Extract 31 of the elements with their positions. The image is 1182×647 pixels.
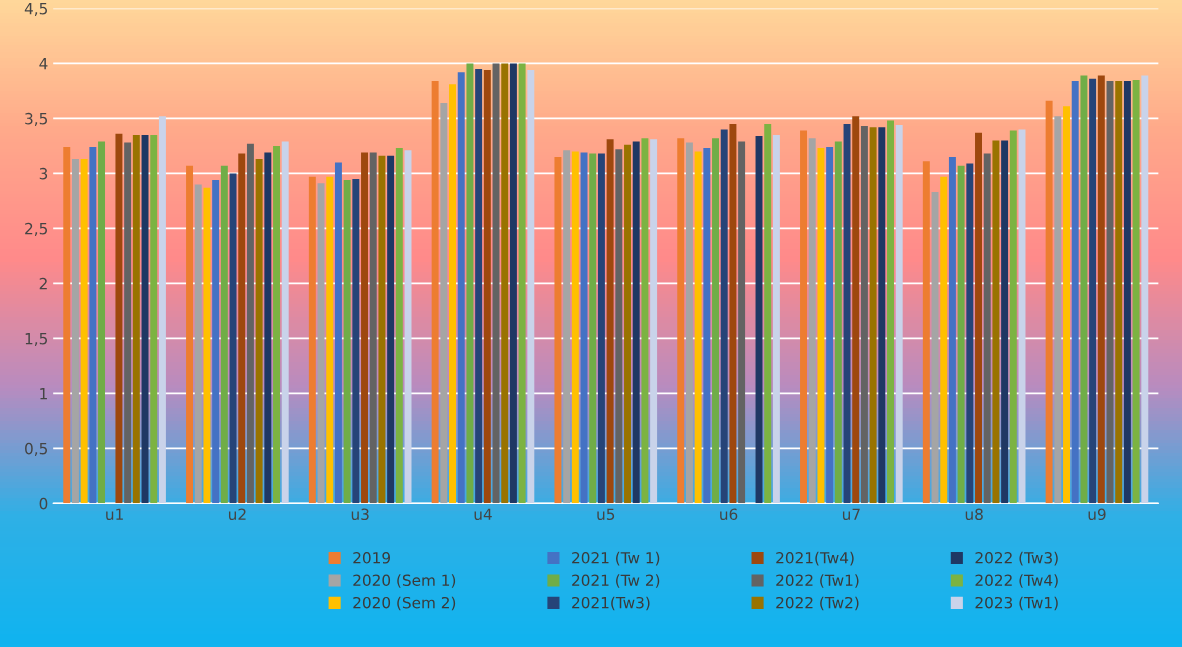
x-tick-label: u7 xyxy=(842,508,860,521)
y-tick-label: 1 xyxy=(40,388,47,400)
x-tick-label: u2 xyxy=(228,508,246,521)
legend-label: 2022 (Tw4) xyxy=(975,574,1058,588)
y-tick-label: 1,5 xyxy=(25,333,47,346)
x-tick-label: u4 xyxy=(474,508,492,521)
y-tick-label: 2 xyxy=(39,277,47,290)
legend-label: 2023 (Tw1) xyxy=(975,596,1058,611)
legend-label: 2021(Tw3) xyxy=(572,596,650,611)
x-tick-label: u8 xyxy=(965,508,983,521)
y-tick-label: 3 xyxy=(39,167,48,180)
x-tick-label: u1 xyxy=(106,508,123,521)
y-tick-label: 0 xyxy=(39,497,48,510)
legend-label: 2020 (Sem 2) xyxy=(353,596,456,611)
legend-label: 2022 (Tw2) xyxy=(776,596,859,611)
y-tick-label: 4 xyxy=(39,58,48,70)
legend-label: 2022 (Tw3) xyxy=(975,551,1058,566)
x-tick-label: u5 xyxy=(597,508,615,521)
y-tick-label: 0,5 xyxy=(25,442,47,456)
x-tick-label: u6 xyxy=(720,508,738,521)
y-tick-label: 2,5 xyxy=(25,222,47,236)
y-tick-label: 3,5 xyxy=(25,112,47,126)
legend-label: 2022 (Tw1) xyxy=(776,574,859,588)
legend-label: 2021 (Tw 2) xyxy=(572,574,660,588)
x-tick-label: u9 xyxy=(1088,508,1106,521)
legend-label: 2021(Tw4) xyxy=(776,551,854,566)
legend-label: 2021 (Tw 1) xyxy=(572,551,660,566)
x-tick-label: u3 xyxy=(351,508,369,521)
y-tick-label: 4,5 xyxy=(24,3,47,16)
legend-label: 2019 xyxy=(353,552,391,564)
legend-label: 2020 (Sem 1) xyxy=(353,574,456,588)
